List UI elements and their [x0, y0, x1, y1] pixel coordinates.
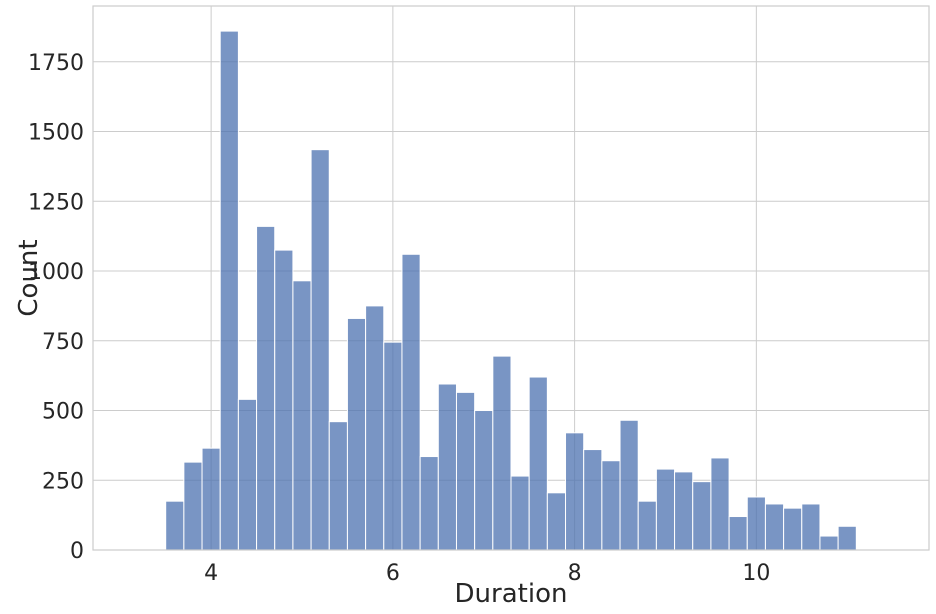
histogram-bar [583, 449, 603, 551]
x-tick-label: 10 [742, 561, 770, 586]
histogram-bar [764, 503, 785, 551]
histogram-bar [819, 535, 839, 551]
x-tick-label: 4 [204, 561, 218, 586]
y-tick-label: 1000 [28, 260, 84, 285]
histogram-bar [292, 280, 312, 551]
histogram-bar [437, 383, 457, 551]
x-tick-labels: 4 6 8 10 [204, 561, 770, 586]
histogram-bar [655, 468, 676, 551]
y-tick-label: 750 [42, 330, 84, 355]
histogram-bar [783, 507, 803, 551]
y-tick-label: 0 [70, 539, 84, 564]
y-tick-label: 1250 [28, 190, 84, 215]
histogram-bar [474, 410, 494, 551]
histogram-bar [619, 419, 639, 551]
x-axis-title: Duration [455, 579, 568, 609]
histogram-bar [674, 471, 694, 551]
y-tick-label: 1500 [28, 121, 84, 146]
histogram-bar [365, 305, 385, 551]
histogram-bar [637, 500, 657, 551]
histogram-bar [256, 225, 276, 551]
histogram-bar [692, 481, 712, 551]
histogram-bar [528, 376, 548, 551]
histogram-bar [310, 149, 330, 551]
y-tick-label: 1750 [28, 51, 84, 76]
histogram-bar [492, 355, 512, 551]
histogram-bar [401, 253, 421, 551]
histogram-bar [219, 30, 239, 551]
histogram-bar [183, 461, 203, 551]
histogram-bar [383, 341, 403, 551]
y-axis-title: Count [14, 239, 44, 316]
histogram-bar [419, 456, 439, 551]
plot-frame [92, 5, 930, 551]
y-tick-labels: 0 250 500 750 1000 1250 1500 1750 [28, 51, 84, 564]
histogram-bar [601, 460, 621, 551]
histogram-bar [710, 457, 730, 551]
histogram-bar [237, 398, 258, 551]
x-tick-label: 8 [568, 561, 582, 586]
histogram-bar [274, 249, 294, 551]
histogram-bar [510, 475, 530, 551]
histogram-bar [328, 421, 348, 551]
histogram-bar [201, 447, 221, 551]
histogram-bar [455, 391, 476, 551]
histogram-bar [565, 432, 585, 551]
histogram-bar [728, 516, 748, 551]
y-tick-label: 500 [42, 400, 84, 425]
y-tick-label: 250 [42, 469, 84, 494]
histogram-bar [837, 525, 857, 551]
histogram-bar [546, 492, 567, 551]
histogram-bar [801, 503, 821, 551]
histogram-bar [165, 500, 185, 551]
bar-layer [165, 30, 857, 551]
x-tick-label: 6 [386, 561, 400, 586]
histogram-bar [746, 496, 766, 551]
histogram-bar [346, 317, 367, 551]
